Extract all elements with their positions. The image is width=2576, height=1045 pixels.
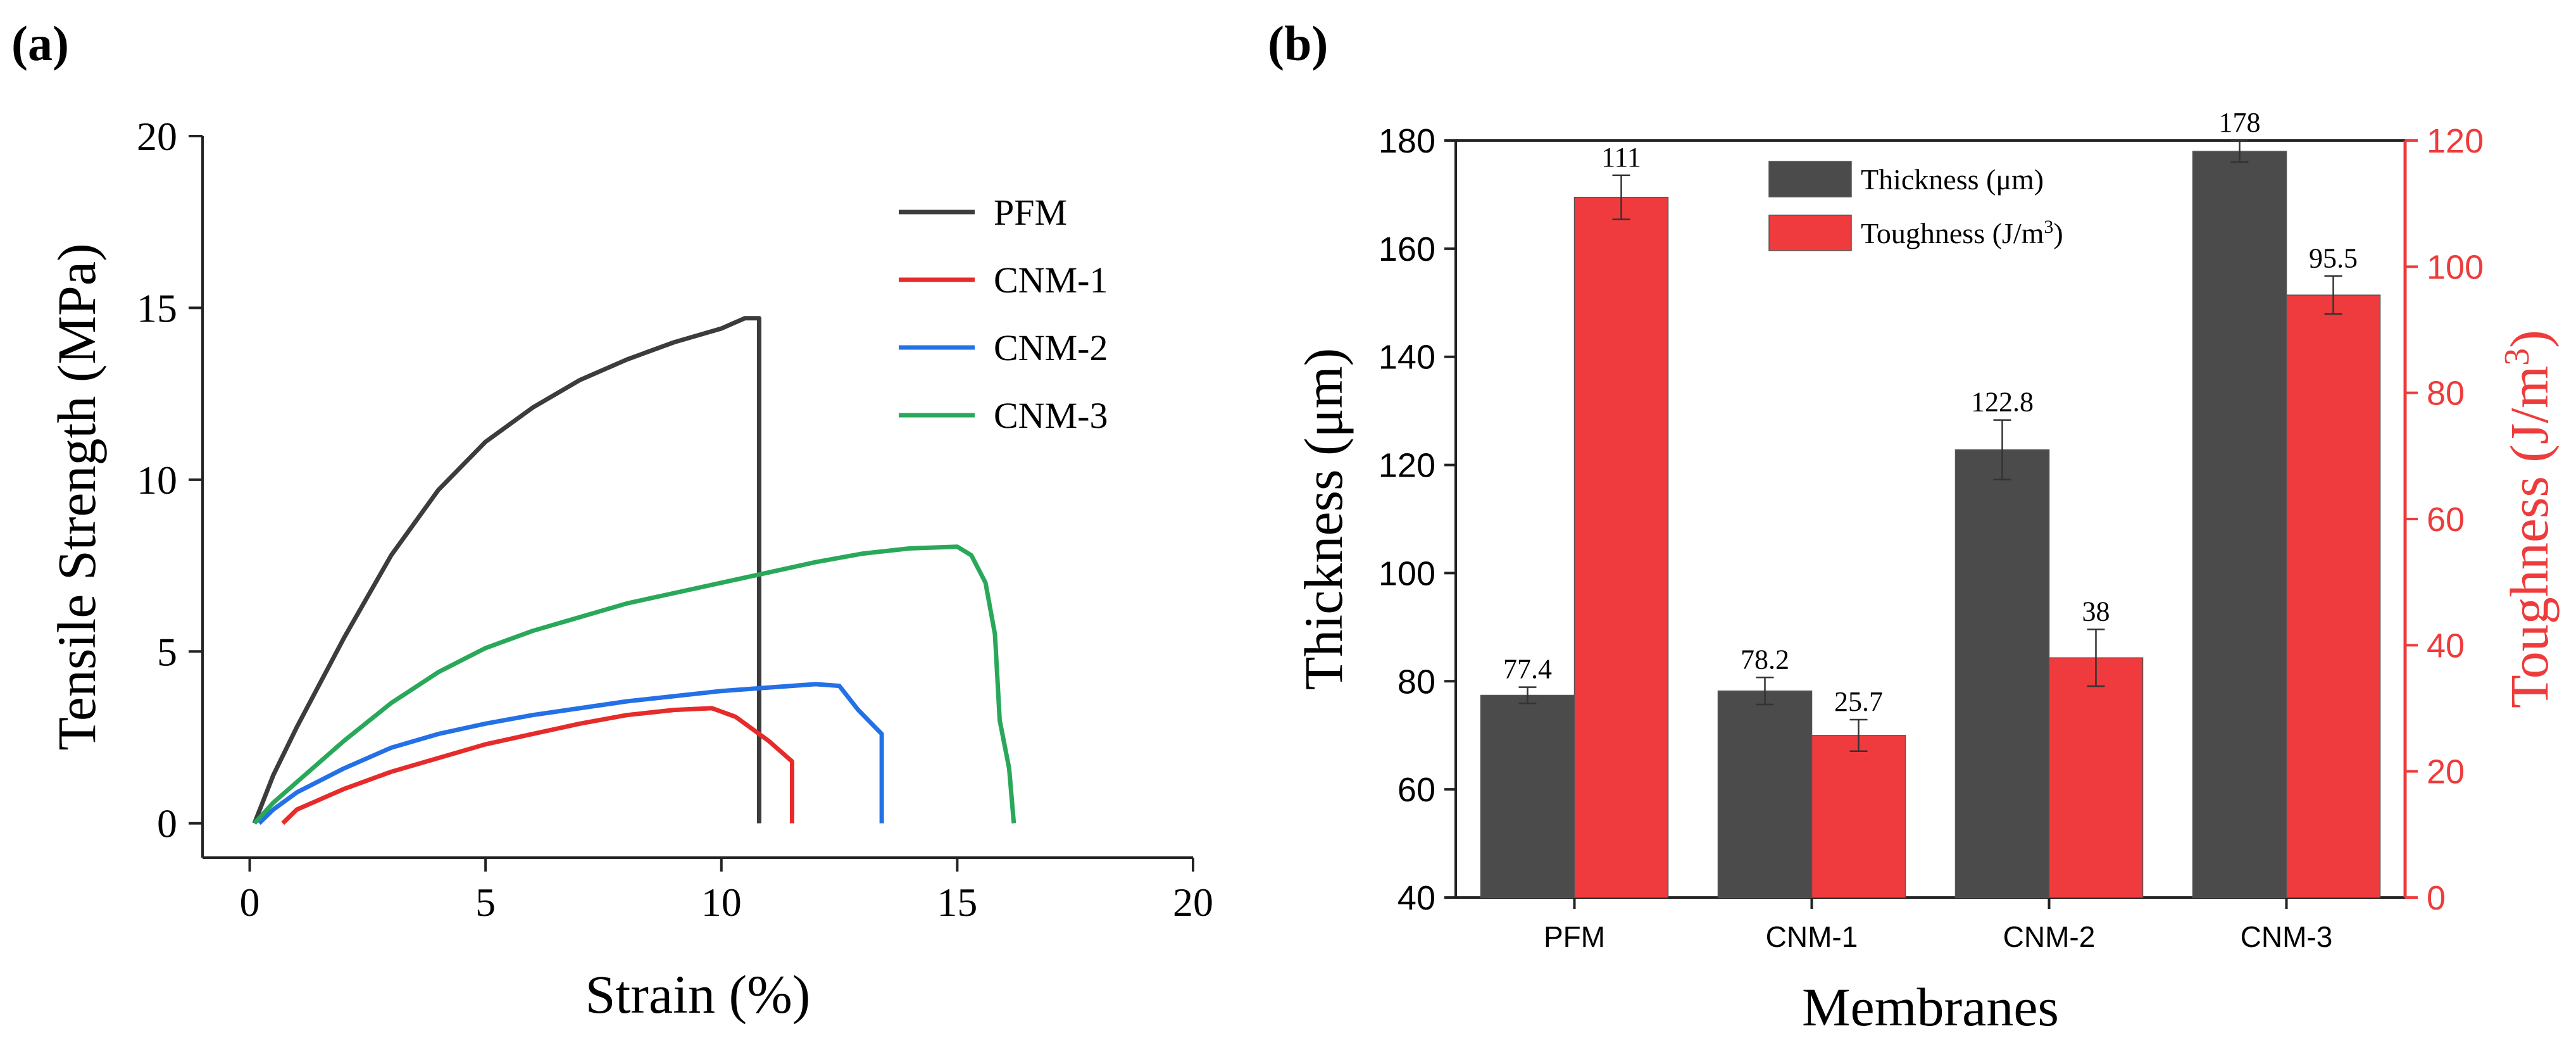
y2-axis-title-main: Toughness (J/m (2499, 366, 2560, 708)
data-label-thickness-cnm-1: 78.2 (1741, 644, 1789, 675)
bar-thickness-cnm-2 (1954, 449, 2050, 898)
panel-b: (b) Membranes Thickness (μm) Toughness (… (1268, 16, 2560, 1037)
series-line-cnm-1 (281, 706, 794, 825)
legend-label-pfm: PFM (994, 192, 1067, 233)
y-tick-label-b: 100 (1379, 554, 1435, 592)
legend-label-thickness: Thickness (μm) (1861, 163, 2044, 196)
y-axis-title-a: Tensile Strength (MPa) (46, 243, 107, 750)
bar-toughness-pfm (1573, 196, 1669, 898)
y-tick-label-a: 10 (137, 458, 177, 503)
y-tick-label-a: 5 (157, 629, 177, 674)
y2-tick-label-b: 60 (2427, 501, 2465, 539)
y2-tick-label-b: 20 (2427, 753, 2465, 791)
y2-tick-label-b: 100 (2427, 248, 2484, 286)
legend-label-main: Toughness (J/m (1861, 217, 2044, 249)
x-tick-label-a: 5 (475, 880, 496, 925)
data-label-toughness-cnm-2: 38 (2082, 596, 2110, 627)
category-label-cnm-3: CNM-3 (2241, 920, 2333, 953)
x-tick-label-a: 15 (937, 880, 977, 925)
legend-label-toughness: Toughness (J/m3) (1861, 216, 2063, 249)
series-line-cnm-2 (257, 682, 884, 825)
bar-toughness-cnm-2 (2048, 657, 2144, 898)
bar-toughness-cnm-3 (2285, 294, 2381, 898)
data-label-thickness-cnm-3: 178 (2219, 107, 2261, 138)
category-label-cnm-2: CNM-2 (2003, 920, 2096, 953)
bar-thickness-cnm-3 (2192, 151, 2287, 898)
x-tick-label-a: 0 (240, 880, 260, 925)
panel-a: (a) Strain (%) Tensile Strength (MPa) 0 5… (11, 16, 1213, 1025)
panel-label-a: (a) (11, 16, 69, 71)
y2-tick-label-b: 0 (2427, 879, 2446, 917)
legend-swatch-toughness (1768, 215, 1852, 251)
data-label-thickness-pfm: 77.4 (1503, 654, 1552, 685)
bar-thickness-cnm-1 (1717, 690, 1813, 898)
y-tick-label-b: 120 (1379, 447, 1435, 485)
y2-tick-label-b: 40 (2427, 627, 2465, 665)
panel-label-b: (b) (1268, 16, 1328, 71)
legend-label-cnm-3: CNM-3 (994, 395, 1108, 436)
y2-axis-title-end: ) (2499, 330, 2560, 348)
y-tick-label-b: 60 (1397, 771, 1435, 809)
x-tick-label-a: 20 (1173, 880, 1213, 925)
x-axis-title-a: Strain (%) (585, 964, 811, 1025)
legend-label-sup: 3 (2044, 216, 2053, 237)
y2-axis-title-b: Toughness (J/m3) (2498, 330, 2560, 708)
legend-label-end: ) (2053, 217, 2063, 249)
y-tick-label-b: 160 (1379, 230, 1435, 268)
y-tick-label-a: 15 (137, 285, 177, 330)
y-tick-label-a: 0 (157, 801, 177, 846)
x-axis-title-b: Membranes (1802, 977, 2059, 1037)
category-label-cnm-1: CNM-1 (1766, 920, 1858, 953)
series-line-pfm (252, 316, 761, 824)
y-tick-label-a: 20 (137, 114, 177, 159)
y2-tick-label-b: 80 (2427, 375, 2465, 413)
legend-swatch-thickness (1768, 161, 1852, 197)
x-tick-label-a: 10 (701, 880, 742, 925)
y2-axis-title-sup: 3 (2498, 348, 2537, 366)
legend-label-cnm-2: CNM-2 (994, 327, 1108, 368)
bar-thickness-pfm (1480, 694, 1575, 898)
y2-tick-label-b: 120 (2427, 122, 2484, 160)
y-tick-label-b: 80 (1397, 663, 1435, 701)
y-tick-label-b: 140 (1379, 339, 1435, 377)
data-label-toughness-cnm-3: 95.5 (2309, 242, 2358, 273)
data-label-thickness-cnm-2: 122.8 (1971, 387, 2034, 418)
y-axis-title-b: Thickness (μm) (1293, 348, 1354, 690)
category-label-pfm: PFM (1544, 920, 1605, 953)
data-label-toughness-cnm-1: 25.7 (1834, 686, 1883, 717)
bar-toughness-cnm-1 (1811, 735, 1906, 898)
y-tick-label-b: 180 (1379, 122, 1435, 160)
series-line-cnm-3 (253, 544, 1016, 825)
data-label-toughness-pfm: 111 (1601, 142, 1641, 173)
y-tick-label-b: 40 (1397, 879, 1435, 917)
legend-label-cnm-1: CNM-1 (994, 260, 1108, 301)
